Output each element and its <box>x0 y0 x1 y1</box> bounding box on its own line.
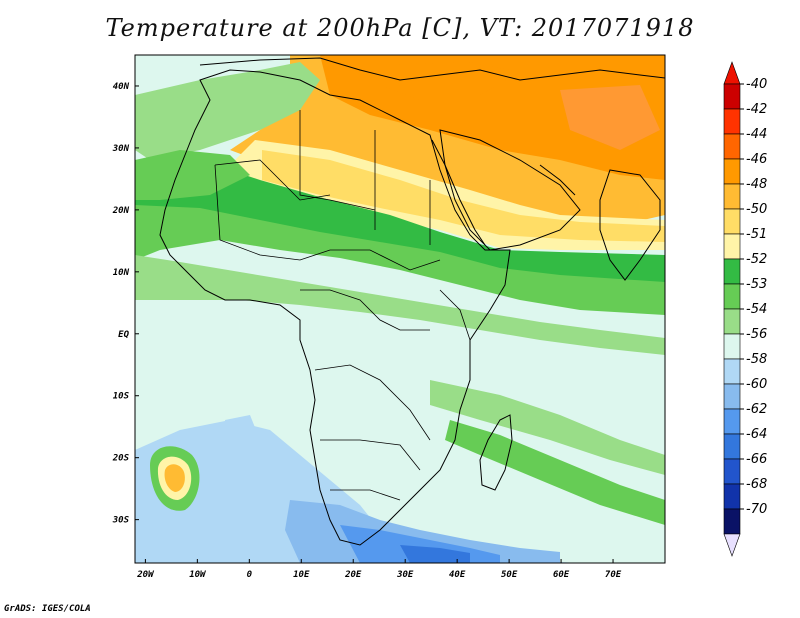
lon-tick-label: 50E <box>501 570 518 580</box>
colorbar-label: -66 <box>746 452 767 467</box>
lon-tick-label: 60E <box>553 570 570 580</box>
colorbar-swatch <box>723 333 741 360</box>
arabia <box>439 129 581 251</box>
colorbar-label: -44 <box>746 127 767 142</box>
lon-tick-label: 70E <box>605 570 622 580</box>
band-50 <box>262 150 665 242</box>
band-53-indian <box>445 420 665 525</box>
band-52-green <box>135 160 665 285</box>
coastlines <box>159 57 665 546</box>
persian-gulf <box>539 164 576 196</box>
band-53-green <box>135 205 665 315</box>
map-frame <box>134 54 666 564</box>
colorbar-swatch <box>723 408 741 435</box>
longitude-ticks: 20W 10W 0 10E 20E 30E 40E 50E 60E 70E <box>136 559 622 580</box>
temperature-field <box>135 55 665 563</box>
band-56-west-patch <box>225 415 260 455</box>
band-44b <box>560 85 660 150</box>
colorbar-swatch <box>723 83 741 110</box>
colorbar-swatch <box>723 283 741 310</box>
lat-tick-label: 20S <box>112 454 130 464</box>
colorbar-bottom-arrow <box>723 533 741 557</box>
mediterranean-north <box>199 57 665 81</box>
colorbar-label: -62 <box>746 402 767 417</box>
colorbar-swatch <box>723 308 741 335</box>
lat-tick-label: EQ <box>118 330 129 340</box>
colorbar-label: -60 <box>746 377 767 392</box>
lon-tick-label: 0 <box>247 570 253 580</box>
band-54-mid <box>135 255 665 355</box>
lat-tick-label: 20N <box>112 206 130 216</box>
colorbar-label: -51 <box>746 227 767 242</box>
lat-tick-label: 40N <box>113 82 130 92</box>
colorbar-label: -52 <box>746 252 767 267</box>
band-54-indian <box>430 380 665 475</box>
colorbar-label: -42 <box>746 102 767 117</box>
lat-tick-label: 10S <box>113 392 130 402</box>
india <box>599 169 661 281</box>
colorbar-swatch <box>723 108 741 135</box>
africa-coast <box>159 69 511 546</box>
band-62-south <box>400 545 470 563</box>
grads-credit: GrADS: IGES/COLA <box>4 604 91 614</box>
band-53-west <box>135 150 250 200</box>
band-56-southwest <box>135 420 580 563</box>
colorbar-label: -48 <box>746 177 767 192</box>
colorbar-label: -54 <box>746 302 767 317</box>
lon-tick-label: 30E <box>396 570 414 580</box>
lat-tick-label: 30S <box>112 516 130 526</box>
colorbar-swatch <box>723 458 741 485</box>
madagascar <box>479 414 513 491</box>
colorbar-label: -46 <box>746 152 767 167</box>
lon-tick-label: 10E <box>293 570 310 580</box>
colorbar-label: -68 <box>746 477 767 492</box>
colorbar-swatch <box>723 133 741 160</box>
colorbar-swatch <box>723 483 741 510</box>
country-borders <box>214 110 471 501</box>
colorbar-label: -70 <box>746 502 767 517</box>
colorbar-swatch <box>723 508 741 535</box>
band-54-light-green <box>135 62 320 160</box>
lat-tick-label: 30N <box>112 144 130 154</box>
lon-tick-label: 10W <box>189 570 207 580</box>
lon-tick-label: 20E <box>344 570 362 580</box>
colorbar-swatch <box>723 183 741 210</box>
colorbar-swatch <box>723 258 741 285</box>
colorbar-label: -64 <box>746 427 767 442</box>
colorbar-label: -58 <box>746 352 767 367</box>
colorbar-swatch <box>723 358 741 385</box>
lon-tick-label: 40E <box>449 570 466 580</box>
colorbar-label: -56 <box>746 327 767 342</box>
red-sea <box>431 139 486 246</box>
colorbar-label: -50 <box>746 202 767 217</box>
colorbar-swatch <box>723 233 741 260</box>
map-title: Temperature at 200hPa [C], VT: 201707191… <box>105 14 695 42</box>
colorbar: -40 -42 -44 -46 -48 -50 -51 -52 -53 -54 -56 -58 -60 -… <box>723 61 767 557</box>
lat-tick-label: 10N <box>113 268 130 278</box>
colorbar-label: -53 <box>746 277 767 292</box>
colorbar-top-arrow <box>723 61 741 85</box>
latitude-ticks: 40N 30N 20N 10N EQ 10S 20S 30S <box>112 82 139 526</box>
band-48-blob <box>164 464 185 492</box>
colorbar-swatch <box>723 208 741 235</box>
colorbar-swatch <box>723 383 741 410</box>
colorbar-swatch <box>723 433 741 460</box>
colorbar-swatch <box>723 158 741 185</box>
lon-tick-label: 20W <box>136 570 155 580</box>
colorbar-label: -40 <box>746 77 767 92</box>
